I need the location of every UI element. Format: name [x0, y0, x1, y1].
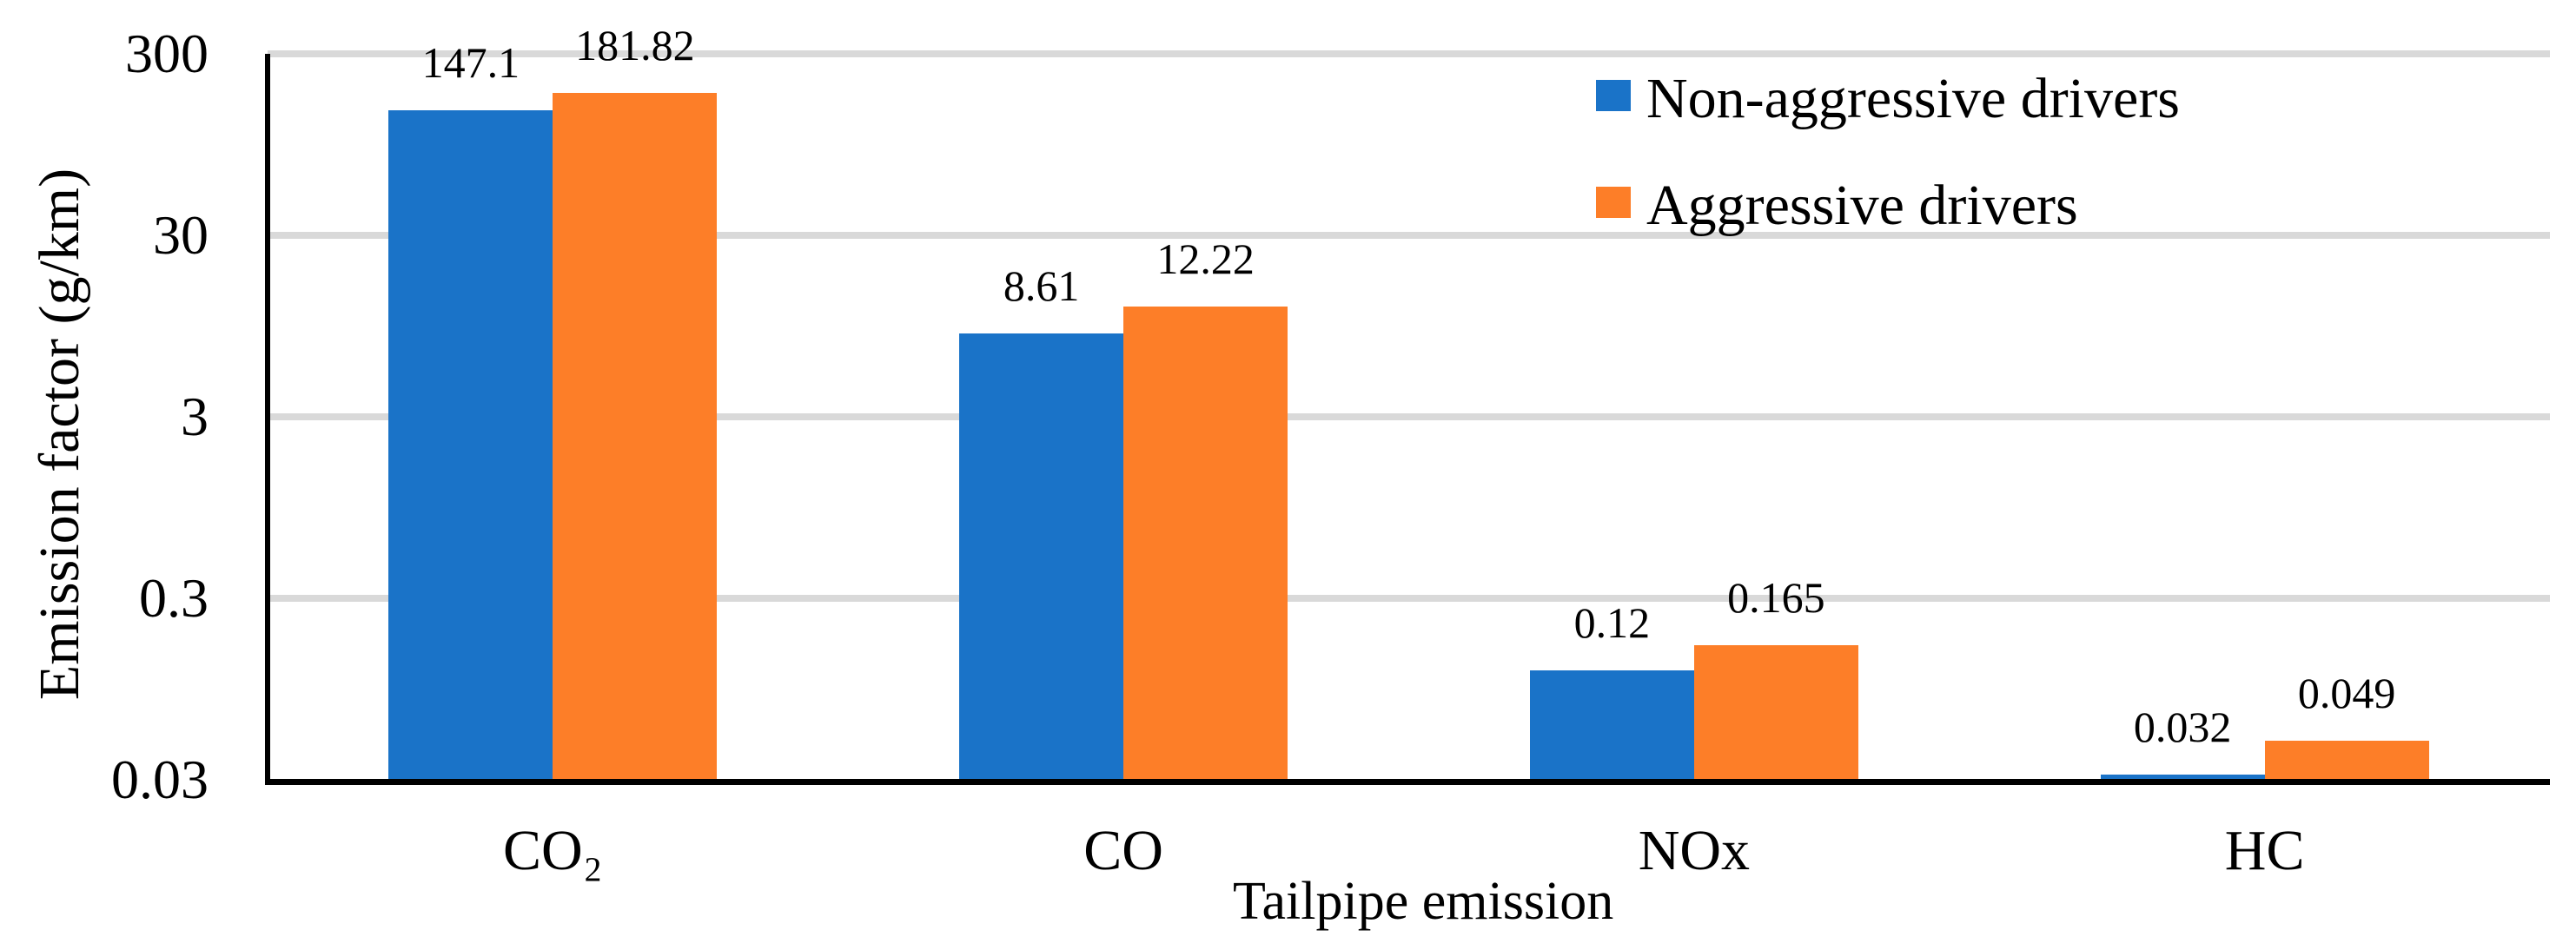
- value-label-nox-nonaggressivedrivers: 0.12: [1573, 598, 1651, 648]
- value-label-co-aggressivedrivers: 12.22: [1156, 234, 1255, 283]
- gridline-0.3: [268, 595, 2550, 602]
- value-label-hc-nonaggressivedrivers: 0.032: [2133, 703, 2232, 752]
- bar-co-aggressivedrivers: [1123, 306, 1288, 780]
- gridline-300: [268, 50, 2550, 57]
- legend-label-aggressive: Aggressive drivers: [1646, 174, 2078, 237]
- bar-co-nonaggressivedrivers: [959, 333, 1124, 780]
- legend-swatch-aggressive-icon: [1596, 187, 1631, 218]
- category-label-nox: NOx: [1638, 819, 1751, 882]
- bar-co2-aggressivedrivers: [553, 93, 718, 780]
- legend-item-aggressive: Aggressive drivers: [1596, 175, 2180, 281]
- x-axis-line: [265, 779, 2550, 785]
- legend-item-non-aggressive: Non-aggressive drivers: [1596, 68, 2180, 175]
- legend: Non-aggressive drivers Aggressive driver…: [1596, 68, 2180, 281]
- value-label-hc-aggressivedrivers: 0.049: [2297, 669, 2396, 718]
- bar-co2-nonaggressivedrivers: [388, 109, 553, 780]
- y-tick-label-0.03: 0.03: [111, 749, 209, 810]
- category-label-co2: CO₂: [503, 819, 603, 882]
- gridline-30: [268, 232, 2550, 239]
- value-label-nox-aggressivedrivers: 0.165: [1727, 573, 1825, 623]
- value-label-co2-aggressivedrivers: 181.82: [575, 21, 695, 70]
- y-tick-label-300: 300: [125, 23, 209, 84]
- value-label-co-nonaggressivedrivers: 8.61: [1003, 261, 1080, 311]
- bar-nox-aggressivedrivers: [1693, 645, 1858, 780]
- legend-swatch-non-aggressive-icon: [1596, 80, 1631, 111]
- bar-hc-aggressivedrivers: [2264, 741, 2429, 780]
- bar-nox-nonaggressivedrivers: [1529, 670, 1694, 780]
- legend-label-non-aggressive: Non-aggressive drivers: [1646, 67, 2180, 130]
- y-axis-line: [265, 54, 270, 785]
- y-axis-title: Emission factor (g/km): [28, 168, 91, 701]
- y-tick-label-0.3: 0.3: [139, 567, 209, 629]
- x-axis-title: Tailpipe emission: [1233, 872, 1614, 931]
- value-label-co2-nonaggressivedrivers: 147.1: [421, 37, 520, 87]
- bar-hc-nonaggressivedrivers: [2100, 775, 2265, 780]
- y-tick-label-3: 3: [181, 386, 209, 447]
- category-label-co: CO: [1083, 819, 1163, 882]
- y-tick-label-30: 30: [153, 204, 209, 266]
- gridline-3: [268, 413, 2550, 420]
- category-label-hc: HC: [2224, 819, 2305, 882]
